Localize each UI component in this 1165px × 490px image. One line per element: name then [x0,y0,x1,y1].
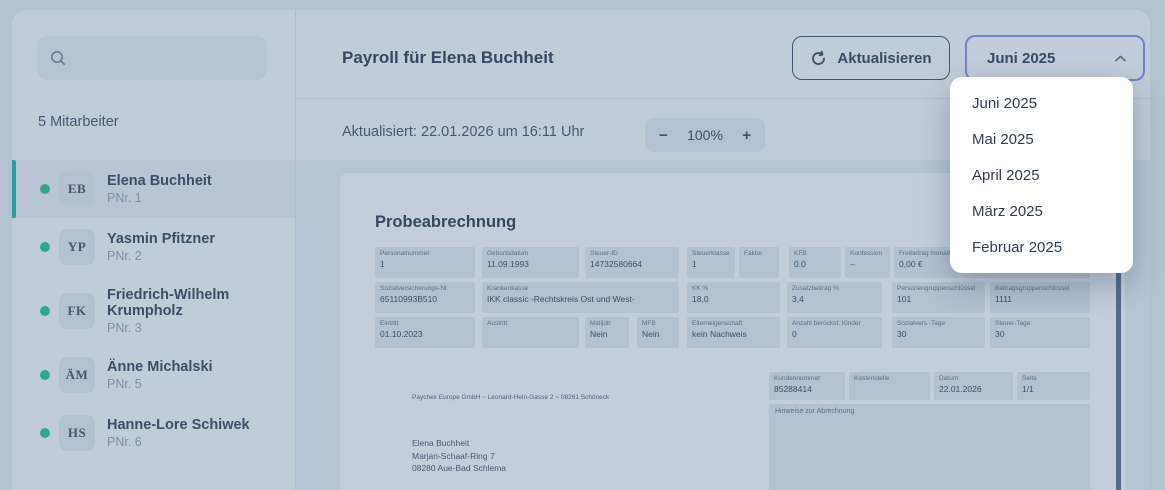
header-divider [296,98,1150,99]
avatar: HS [59,415,95,451]
doc-field-datum: Datum 22.01.2026 [934,372,1013,400]
doc-field-sv-tage: Sozialvers.-Tage 30 [892,317,985,348]
refresh-icon [812,50,826,65]
employee-name: Hanne-Lore Schiwek [107,417,250,433]
menu-item-juni-2025[interactable]: Juni 2025 [972,94,1038,112]
employee-sidebar: 5 Mitarbeiter EB Elena Buchheit PNr. 1 Y… [12,10,295,490]
doc-field-elterneigenschaft: Elterneigenschaft kein Nachweis [687,317,780,348]
sidebar-divider [295,10,296,490]
status-dot-icon [40,428,50,438]
sidebar-item-employee-4[interactable]: ÄM Änne Michalski PNr. 5 [12,346,295,404]
doc-field-faktor: Faktor [739,247,779,278]
sidebar-item-employee-1[interactable]: EB Elena Buchheit PNr. 1 [12,160,295,218]
menu-item-mai-2025[interactable]: Mai 2025 [972,130,1034,148]
status-dot-icon [40,370,50,380]
avatar: EB [59,171,95,207]
employee-pnr: PNr. 5 [107,377,142,391]
doc-field-kinder: Anzahl berücksf. Kinder 0 [787,317,882,348]
doc-field-beitragsgruppe: Beitragsgruppenschlüssel 1111 [990,282,1090,313]
doc-field-eintritt: Eintritt 01.10.2023 [375,317,475,348]
document-title: Probeabrechnung [375,213,517,231]
doc-field-kfb: KFB 0.0 [789,247,841,278]
zoom-control: − 100% + [645,118,765,152]
employee-pnr: PNr. 1 [107,191,142,205]
avatar: YP [59,229,95,265]
doc-field-personalnummer: Personalnummer 1 [375,247,475,278]
page-title: Payroll für Elena Buchheit [342,48,554,67]
menu-item-maerz-2025[interactable]: März 2025 [972,202,1043,220]
search-input[interactable] [75,50,245,66]
doc-field-kostenstelle: Kostenstelle [849,372,930,400]
chevron-up-icon [1115,55,1126,61]
menu-item-april-2025[interactable]: April 2025 [972,166,1040,184]
period-selected-value: Juni 2025 [987,49,1056,67]
employee-pnr: PNr. 6 [107,435,142,449]
sidebar-item-employee-2[interactable]: YP Yasmin Pfitzner PNr. 2 [12,218,295,276]
doc-field-steuer-id: Steuer-ID 14732580664 [585,247,679,278]
doc-field-steuer-tage: Steuer-Tage 30 [990,317,1090,348]
doc-field-kk-prozent: KK % 18,0 [687,282,780,313]
doc-field-geburtsdatum: Geburtsdatum 11.09.1993 [482,247,579,278]
employee-name: Änne Michalski [107,359,213,375]
doc-field-zusatzbeitrag: Zusatzbeitrag % 3,4 [787,282,882,313]
doc-field-midijob: Midijob Nein [585,317,629,348]
doc-info-row: Sozialversicherungs-Nr. 65110993B510 Kra… [340,282,1125,313]
doc-field-konfession: Konfession – [845,247,890,278]
search-icon [51,51,65,65]
zoom-out-button[interactable]: − [659,126,668,144]
doc-hints-box: Hinweise zur Abrechnung [769,404,1090,490]
doc-field-austritt: Austritt [482,317,579,348]
payslip-document: Probeabrechnung Personalnummer 1 Geburts… [340,173,1125,490]
doc-field-krankenkasse: Krankenkasse IKK classic -Rechtskreis Os… [482,282,679,313]
search-box[interactable] [37,36,267,80]
sidebar-item-employee-5[interactable]: HS Hanne-Lore Schiwek PNr. 6 [12,404,295,462]
doc-field-sv-nr: Sozialversicherungs-Nr. 65110993B510 [375,282,475,313]
status-dot-icon [40,306,50,316]
doc-field-kundennummer: Kundennummer 85288414 [769,372,845,400]
employee-name: Friedrich-Wilhelm Krumpholz [107,287,230,319]
status-dot-icon [40,242,50,252]
employee-name: Yasmin Pfitzner [107,231,215,247]
employee-name: Elena Buchheit [107,173,212,189]
employee-pnr: PNr. 2 [107,249,142,263]
avatar: ÄM [59,357,95,393]
menu-item-februar-2025[interactable]: Februar 2025 [972,238,1063,256]
status-dot-icon [40,184,50,194]
doc-field-mfb: MFB Nein [637,317,679,348]
last-updated-text: Aktualisiert: 22.01.2026 um 16:11 Uhr [342,124,585,140]
period-select[interactable]: Juni 2025 [965,35,1145,81]
employee-list: EB Elena Buchheit PNr. 1 YP Yasmin Pfitz… [12,160,295,462]
doc-field-personengruppe: Personengruppenschlüssel 101 [892,282,985,313]
preview-scrollbar[interactable] [1116,173,1121,490]
avatar: FK [59,293,95,329]
zoom-level: 100% [687,127,723,143]
employee-pnr: PNr. 3 [107,321,142,335]
doc-meta-row: Kundennummer 85288414 Kostenstelle Datum… [340,372,1125,400]
doc-field-steuerklasse: Steuerklasse 1 [687,247,735,278]
doc-info-row: Eintritt 01.10.2023 Austritt Midijob Nei… [340,317,1125,348]
period-dropdown-menu: Juni 2025 Mai 2025 April 2025 März 2025 … [950,77,1133,273]
doc-field-seite: Seite 1/1 [1017,372,1090,400]
sidebar-item-employee-3[interactable]: FK Friedrich-Wilhelm Krumpholz PNr. 3 [12,276,295,346]
zoom-in-button[interactable]: + [742,126,751,144]
refresh-button[interactable]: Aktualisieren [792,36,950,80]
recipient-address: Elena Buchheit Marjan-Schaaf-Ring 7 0828… [412,438,507,473]
sender-address-line: Paychex Europe GmbH ~ Leonard-Hein-Gasse… [412,394,610,401]
refresh-label: Aktualisieren [837,49,932,67]
employee-count: 5 Mitarbeiter [38,114,119,130]
